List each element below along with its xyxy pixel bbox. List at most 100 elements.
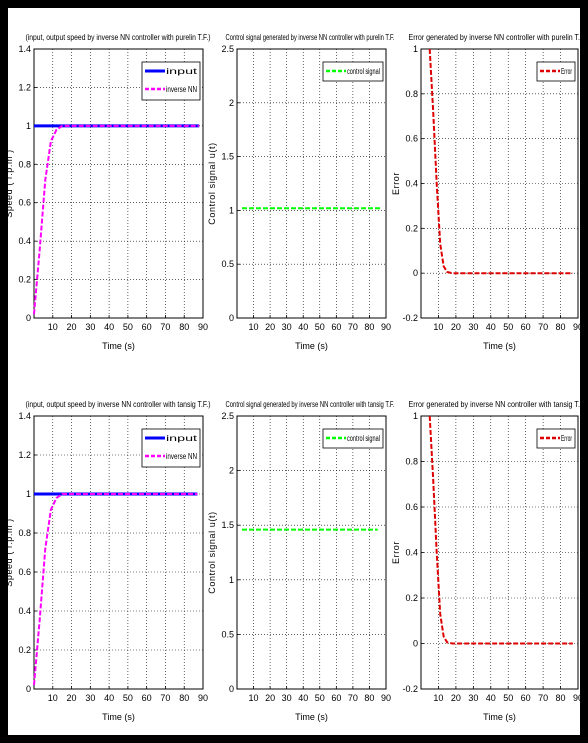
x-tick-label: 20 [265,322,275,332]
y-tick-label: 0.5 [221,629,234,639]
x-tick-label: 30 [468,322,478,332]
y-tick-label: 0.6 [405,502,418,512]
x-tick-label: 70 [538,322,548,332]
y-tick-label: 1.5 [221,520,234,530]
x-tick-label: 40 [486,693,496,703]
x-axis-label: Time (s) [295,341,328,351]
chart-1: 10 20 30 40 50 60 70 80 90 0 0.2 0.4 0.6 0.8 1 1.2 1.4 (i… [4,32,211,351]
x-tick-label: 10 [48,322,58,332]
series-line-inverse-nn [33,124,200,315]
x-tick-label: 50 [503,693,513,703]
x-tick-label: 40 [486,322,496,332]
series-line-inverse-nn [33,493,198,686]
legend-label: Error [561,67,572,76]
legend-label: control signal [347,67,380,76]
plot-area [237,416,386,689]
x-tick-label: 50 [123,322,133,332]
y-axis-label: Control signal u(t) [207,511,217,593]
x-tick-label: 90 [381,693,391,703]
y-tick-label: 2.5 [221,44,234,54]
x-axis-label: Time (s) [483,712,516,722]
x-tick-label: 80 [556,322,566,332]
y-axis-label: Error [391,172,401,195]
x-tick-label: 40 [104,322,114,332]
y-axis-label: Speed ( r.p.m ) [4,149,14,218]
x-tick-label: 70 [160,693,170,703]
x-tick-label: 90 [573,322,583,332]
x-tick-label: 40 [298,322,308,332]
y-tick-label: 1 [229,205,234,215]
y-tick-label: 0.8 [405,89,418,99]
x-tick-label: 80 [556,693,566,703]
x-tick-label: 30 [282,693,292,703]
series-line-error [428,415,573,645]
x-tick-label: 30 [282,322,292,332]
x-tick-label: 50 [315,693,325,703]
x-tick-label: 60 [142,693,152,703]
x-tick-label: 90 [573,693,583,703]
chart-title: Control signal generated by inverse NN c… [226,399,395,409]
y-tick-label: 0.8 [405,457,418,467]
y-tick-label: 2 [229,98,234,108]
x-tick-label: 50 [503,322,513,332]
y-tick-label: 2.5 [221,411,234,421]
y-tick-label: 1 [26,489,31,499]
y-tick-label: 0.8 [18,159,31,169]
chart-title: Error generated by inverse NN controller… [409,399,586,409]
x-tick-label: 30 [85,693,95,703]
legend-box [141,428,201,468]
x-tick-label: 10 [433,322,443,332]
x-tick-label: 60 [331,322,341,332]
x-tick-label: 20 [451,693,461,703]
y-tick-label: 0.4 [405,179,418,189]
chart-6: 10 20 30 40 50 60 70 80 90 -0.2 0 0.2 0.4 0.6 0.8 1 Erro… [391,399,586,722]
y-tick-label: 1 [413,411,418,421]
y-tick-label: 2 [229,466,234,476]
x-tick-label: 80 [364,322,374,332]
chart-title: (input, output speed by inverse NN contr… [26,32,211,42]
y-tick-label: 1 [229,575,234,585]
y-tick-label: 0.2 [18,275,31,285]
x-axis-label: Time (s) [483,341,516,351]
chart-title: Control signal generated by inverse NN c… [226,32,395,42]
chart-4: 10 20 30 40 50 60 70 80 90 0 0.2 0.4 0.6 0.8 1 1.2 1.4 (i… [4,399,211,722]
y-tick-label: 0.8 [18,528,31,538]
y-tick-label: 0 [229,313,234,323]
legend-box [322,61,384,82]
series-line-error [428,48,573,275]
legend-label: Error [561,434,572,443]
x-axis-label: Time (s) [295,712,328,722]
y-tick-label: 0 [26,684,31,694]
y-tick-label: 0 [413,639,418,649]
y-tick-label: 0 [413,268,418,278]
x-tick-label: 20 [67,322,77,332]
y-tick-label: 0.6 [405,134,418,144]
x-tick-label: 60 [331,693,341,703]
x-tick-label: 70 [160,322,170,332]
y-tick-label: 0.2 [405,593,418,603]
legend-label: input [166,434,198,443]
y-axis-label: Control signal u(t) [207,142,217,224]
legend-box [322,428,384,449]
y-tick-label: 0.2 [405,223,418,233]
x-tick-label: 60 [521,693,531,703]
x-tick-label: 50 [123,693,133,703]
y-tick-label: 0.6 [18,198,31,208]
plot-area [237,49,386,318]
y-axis-label: Speed ( r.p.m ) [4,518,14,587]
y-tick-label: 0.4 [18,606,31,616]
x-tick-label: 40 [104,693,114,703]
axes-box [33,415,204,690]
x-tick-label: 20 [67,693,77,703]
x-tick-label: 80 [179,693,189,703]
x-tick-label: 80 [179,322,189,332]
y-tick-label: 0.4 [405,548,418,558]
y-tick-label: 0.5 [221,259,234,269]
axes-box [236,415,387,690]
y-axis-label: Error [391,541,401,564]
axes-box [236,48,387,319]
x-tick-label: 60 [521,322,531,332]
chart-title: (input, output speed by inverse NN contr… [26,399,211,409]
